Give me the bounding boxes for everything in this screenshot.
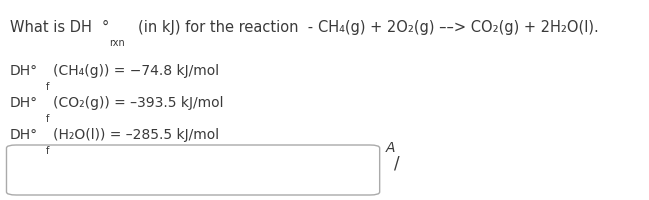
Text: (in kJ) for the reaction  -: (in kJ) for the reaction - xyxy=(138,20,313,35)
Text: °: ° xyxy=(102,20,109,35)
Text: rxn: rxn xyxy=(109,38,125,48)
Text: What is DH: What is DH xyxy=(10,20,92,35)
Text: (CO₂(g)) = –393.5 kJ/mol: (CO₂(g)) = –393.5 kJ/mol xyxy=(53,96,224,110)
FancyBboxPatch shape xyxy=(6,145,380,195)
Text: A: A xyxy=(386,141,396,155)
Text: /: / xyxy=(394,155,400,173)
Text: DH°: DH° xyxy=(10,128,38,142)
Text: DH°: DH° xyxy=(10,64,38,78)
Text: (CH₄(g)) = −74.8 kJ/mol: (CH₄(g)) = −74.8 kJ/mol xyxy=(53,64,219,78)
Text: CH₄(g) + 2O₂(g) ––> CO₂(g) + 2H₂O(l).: CH₄(g) + 2O₂(g) ––> CO₂(g) + 2H₂O(l). xyxy=(318,20,599,35)
Text: f: f xyxy=(45,146,49,156)
Text: f: f xyxy=(45,114,49,124)
Text: (H₂O(l)) = –285.5 kJ/mol: (H₂O(l)) = –285.5 kJ/mol xyxy=(53,128,219,142)
Text: DH°: DH° xyxy=(10,96,38,110)
Text: f: f xyxy=(45,82,49,92)
